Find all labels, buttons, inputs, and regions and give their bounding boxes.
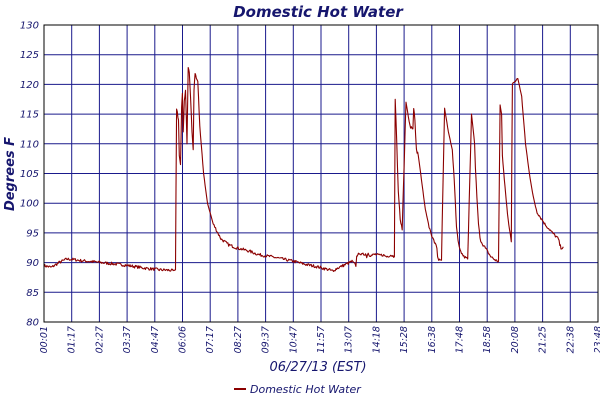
x-tick-label: 11:57 — [316, 326, 327, 353]
x-tick-label: 23:48 — [593, 326, 600, 353]
x-tick-label: 17:48 — [455, 326, 466, 353]
x-tick-label: 00:01 — [39, 326, 50, 353]
chart-title: Domestic Hot Water — [233, 3, 404, 21]
y-tick-label: 130 — [20, 21, 39, 32]
x-tick-label: 08:27 — [233, 326, 244, 353]
y-tick-label: 110 — [20, 139, 39, 150]
x-tick-label: 15:28 — [399, 326, 410, 353]
y-tick-label: 120 — [20, 80, 39, 91]
y-axis-title: Degrees F — [3, 137, 18, 211]
x-tick-label: 21:25 — [538, 326, 549, 353]
x-tick-label: 22:38 — [565, 326, 576, 353]
x-grid — [43, 25, 599, 322]
y-tick-label: 90 — [26, 258, 39, 269]
x-tick-label: 02:27 — [94, 326, 105, 353]
x-axis-title: 06/27/13 (EST) — [269, 360, 366, 375]
legend: Domestic Hot Water — [234, 383, 362, 396]
legend-label: Domestic Hot Water — [250, 383, 362, 396]
series-line-domestic-hot-water — [43, 66, 564, 272]
y-tick-label: 80 — [26, 318, 39, 329]
x-tick-labels: 00:01 01:17 02:27 03:37 04:47 06:06 07:17 08:27… — [39, 326, 600, 353]
x-tick-label: 10:47 — [288, 326, 299, 353]
y-tick-labels: 80 85 90 95 100 105 110 115 120 125 130 — [20, 21, 39, 329]
x-tick-label: 04:47 — [150, 326, 161, 353]
y-tick-label: 105 — [20, 169, 39, 180]
y-tick-label: 125 — [20, 50, 39, 61]
x-tick-label: 13:07 — [344, 326, 355, 353]
x-tick-label: 18:58 — [482, 326, 493, 353]
plot-frame — [43, 24, 599, 323]
x-tick-label: 03:37 — [122, 326, 133, 353]
plot-area — [43, 24, 599, 323]
y-tick-label: 95 — [26, 228, 39, 239]
x-tick-label: 20:08 — [510, 326, 521, 353]
x-tick-label: 09:37 — [261, 326, 272, 353]
y-tick-label: 100 — [20, 199, 39, 210]
y-tick-label: 85 — [26, 288, 39, 299]
x-tick-label: 14:18 — [371, 326, 382, 353]
x-tick-label: 16:38 — [427, 326, 438, 353]
x-tick-label: 06:06 — [178, 326, 189, 353]
x-tick-label: 01:17 — [67, 326, 78, 353]
y-tick-label: 115 — [20, 110, 39, 121]
x-tick-label: 07:17 — [205, 326, 216, 353]
